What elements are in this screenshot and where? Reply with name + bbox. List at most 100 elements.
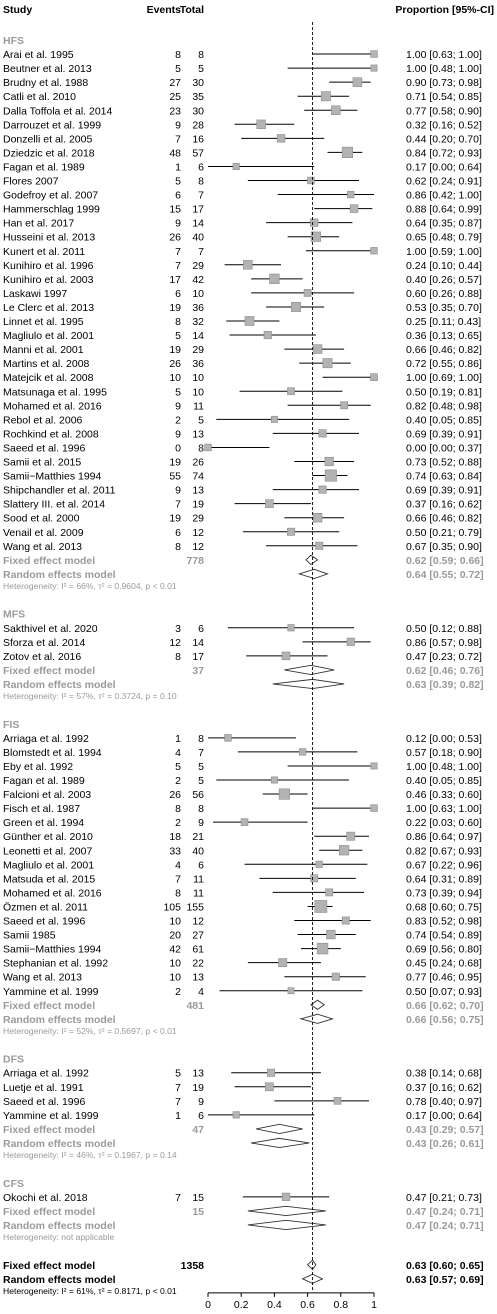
study-square: [244, 316, 255, 326]
study-total: 13: [192, 1068, 204, 1080]
study-events: 2: [175, 414, 181, 426]
random-effects-diamond: [299, 1013, 335, 1024]
study-events: 7: [175, 1096, 181, 1108]
study-name: Yammine et al. 1999: [3, 986, 99, 998]
study-square: [287, 387, 295, 396]
study-total: 10: [192, 372, 204, 384]
subgroup-title: FIS: [3, 719, 19, 731]
study-square: [232, 162, 240, 170]
fixed-effect-label: Fixed effect model: [3, 555, 95, 567]
study-ci: 0.64 [0.31; 0.89]: [406, 873, 482, 885]
study-square: [322, 358, 333, 369]
study-total: 6: [198, 859, 204, 871]
study-events: 5: [175, 176, 181, 188]
study-ci: 0.86 [0.42; 1.00]: [406, 190, 482, 202]
study-total: 29: [192, 513, 204, 525]
fixed-effect-diamond: [310, 999, 325, 1010]
fixed-effect-label: Fixed effect model: [3, 1124, 95, 1136]
study-events: 0: [175, 442, 181, 454]
header-study: Study: [3, 4, 32, 16]
study-square: [224, 734, 232, 742]
study-name: Sakthivel et al. 2020: [3, 623, 98, 635]
study-total: 21: [192, 831, 204, 843]
study-name: Shipchandler et al. 2011: [3, 485, 116, 497]
study-events: 2: [175, 986, 181, 998]
study-ci: 0.24 [0.10; 0.44]: [406, 260, 482, 272]
study-total: 14: [192, 637, 204, 649]
study-events: 2: [175, 817, 181, 829]
subgroup-title: CFS: [3, 1178, 24, 1190]
study-events: 7: [175, 1082, 181, 1094]
study-name: Arriaga et al. 1992: [3, 733, 89, 745]
study-name: Samii−Matthies 1994: [3, 944, 102, 956]
overall-random-effects-label: Random effects model: [3, 1274, 116, 1286]
study-ci: 0.66 [0.46; 0.82]: [406, 513, 482, 525]
study-name: Slattery III. et al. 2014: [3, 499, 105, 511]
study-name: Magliulo et al. 2001: [3, 859, 94, 871]
x-tick-label: 0.2: [234, 1299, 249, 1311]
study-square: [269, 273, 280, 284]
study-events: 55: [169, 471, 181, 483]
study-total: 19: [192, 1082, 204, 1094]
study-square: [318, 429, 327, 438]
study-name: Blomstedt et al. 1994: [3, 747, 102, 759]
study-square: [278, 958, 288, 968]
study-name: Catli et al. 2010: [3, 91, 76, 103]
study-square: [340, 401, 348, 410]
study-name: Sood et al. 2000: [3, 513, 80, 525]
study-square: [281, 1192, 291, 1201]
study-name: Leonetti et al. 2007: [3, 845, 92, 857]
study-name: Brudny et al. 1988: [3, 77, 88, 89]
heterogeneity-text: Heterogeneity: I² = 46%, τ² = 0.1967, p …: [3, 1150, 177, 1160]
study-ci: 0.74 [0.63; 0.84]: [406, 471, 482, 483]
study-name: Rebol et al. 2006: [3, 414, 83, 426]
x-tick-label: 0.8: [333, 1299, 348, 1311]
study-ci: 0.66 [0.46; 0.82]: [406, 344, 482, 356]
fixed-effect-total: 15: [192, 1206, 204, 1218]
study-name: Dziedzic et al. 2018: [3, 147, 95, 159]
study-ci: 0.40 [0.05; 0.85]: [406, 775, 482, 787]
study-total: 9: [198, 1096, 204, 1108]
study-ci: 0.84 [0.72; 0.93]: [406, 147, 482, 159]
study-total: 14: [192, 218, 204, 230]
study-square: [310, 874, 319, 883]
study-ci: 0.46 [0.33; 0.60]: [406, 789, 482, 801]
study-events: 1: [175, 1110, 181, 1122]
study-total: 12: [192, 541, 204, 553]
study-ci: 0.64 [0.35; 0.87]: [406, 218, 482, 230]
study-square: [267, 1068, 276, 1077]
random-effects-label: Random effects model: [3, 679, 116, 691]
study-name: Falcioni et al. 2003: [3, 789, 91, 801]
study-events: 1: [175, 161, 181, 173]
study-ci: 0.12 [0.00; 0.53]: [406, 733, 482, 745]
study-events: 19: [169, 457, 181, 469]
study-events: 8: [175, 651, 181, 663]
random-effects-diamond: [272, 678, 345, 690]
random-effects-diamond: [247, 1219, 326, 1231]
study-events: 25: [169, 91, 181, 103]
random-effects-ci: 0.43 [0.26; 0.61]: [406, 1138, 484, 1150]
study-events: 6: [175, 288, 181, 300]
study-name: Samii et al. 2015: [3, 457, 81, 469]
study-total: 36: [192, 358, 204, 370]
study-events: 20: [169, 930, 181, 942]
fixed-effect-total: 481: [186, 1000, 204, 1012]
study-events: 42: [169, 944, 181, 956]
study-total: 57: [192, 147, 204, 159]
study-name: Kunihiro et al. 1996: [3, 260, 94, 272]
study-events: 105: [163, 901, 181, 913]
fixed-effect-total: 778: [186, 555, 204, 567]
study-events: 7: [175, 1192, 181, 1204]
study-events: 8: [175, 541, 181, 553]
fixed-effect-label: Fixed effect model: [3, 665, 95, 677]
study-square: [370, 247, 378, 255]
study-ci: 0.53 [0.35; 0.70]: [406, 302, 482, 314]
study-events: 26: [169, 358, 181, 370]
study-ci: 0.40 [0.26; 0.57]: [406, 274, 482, 286]
study-total: 8: [198, 49, 204, 61]
random-effects-ci: 0.63 [0.39; 0.82]: [406, 679, 484, 691]
study-total: 7: [198, 747, 204, 759]
study-name: Saeed et al. 1996: [3, 442, 85, 454]
study-total: 61: [192, 944, 204, 956]
